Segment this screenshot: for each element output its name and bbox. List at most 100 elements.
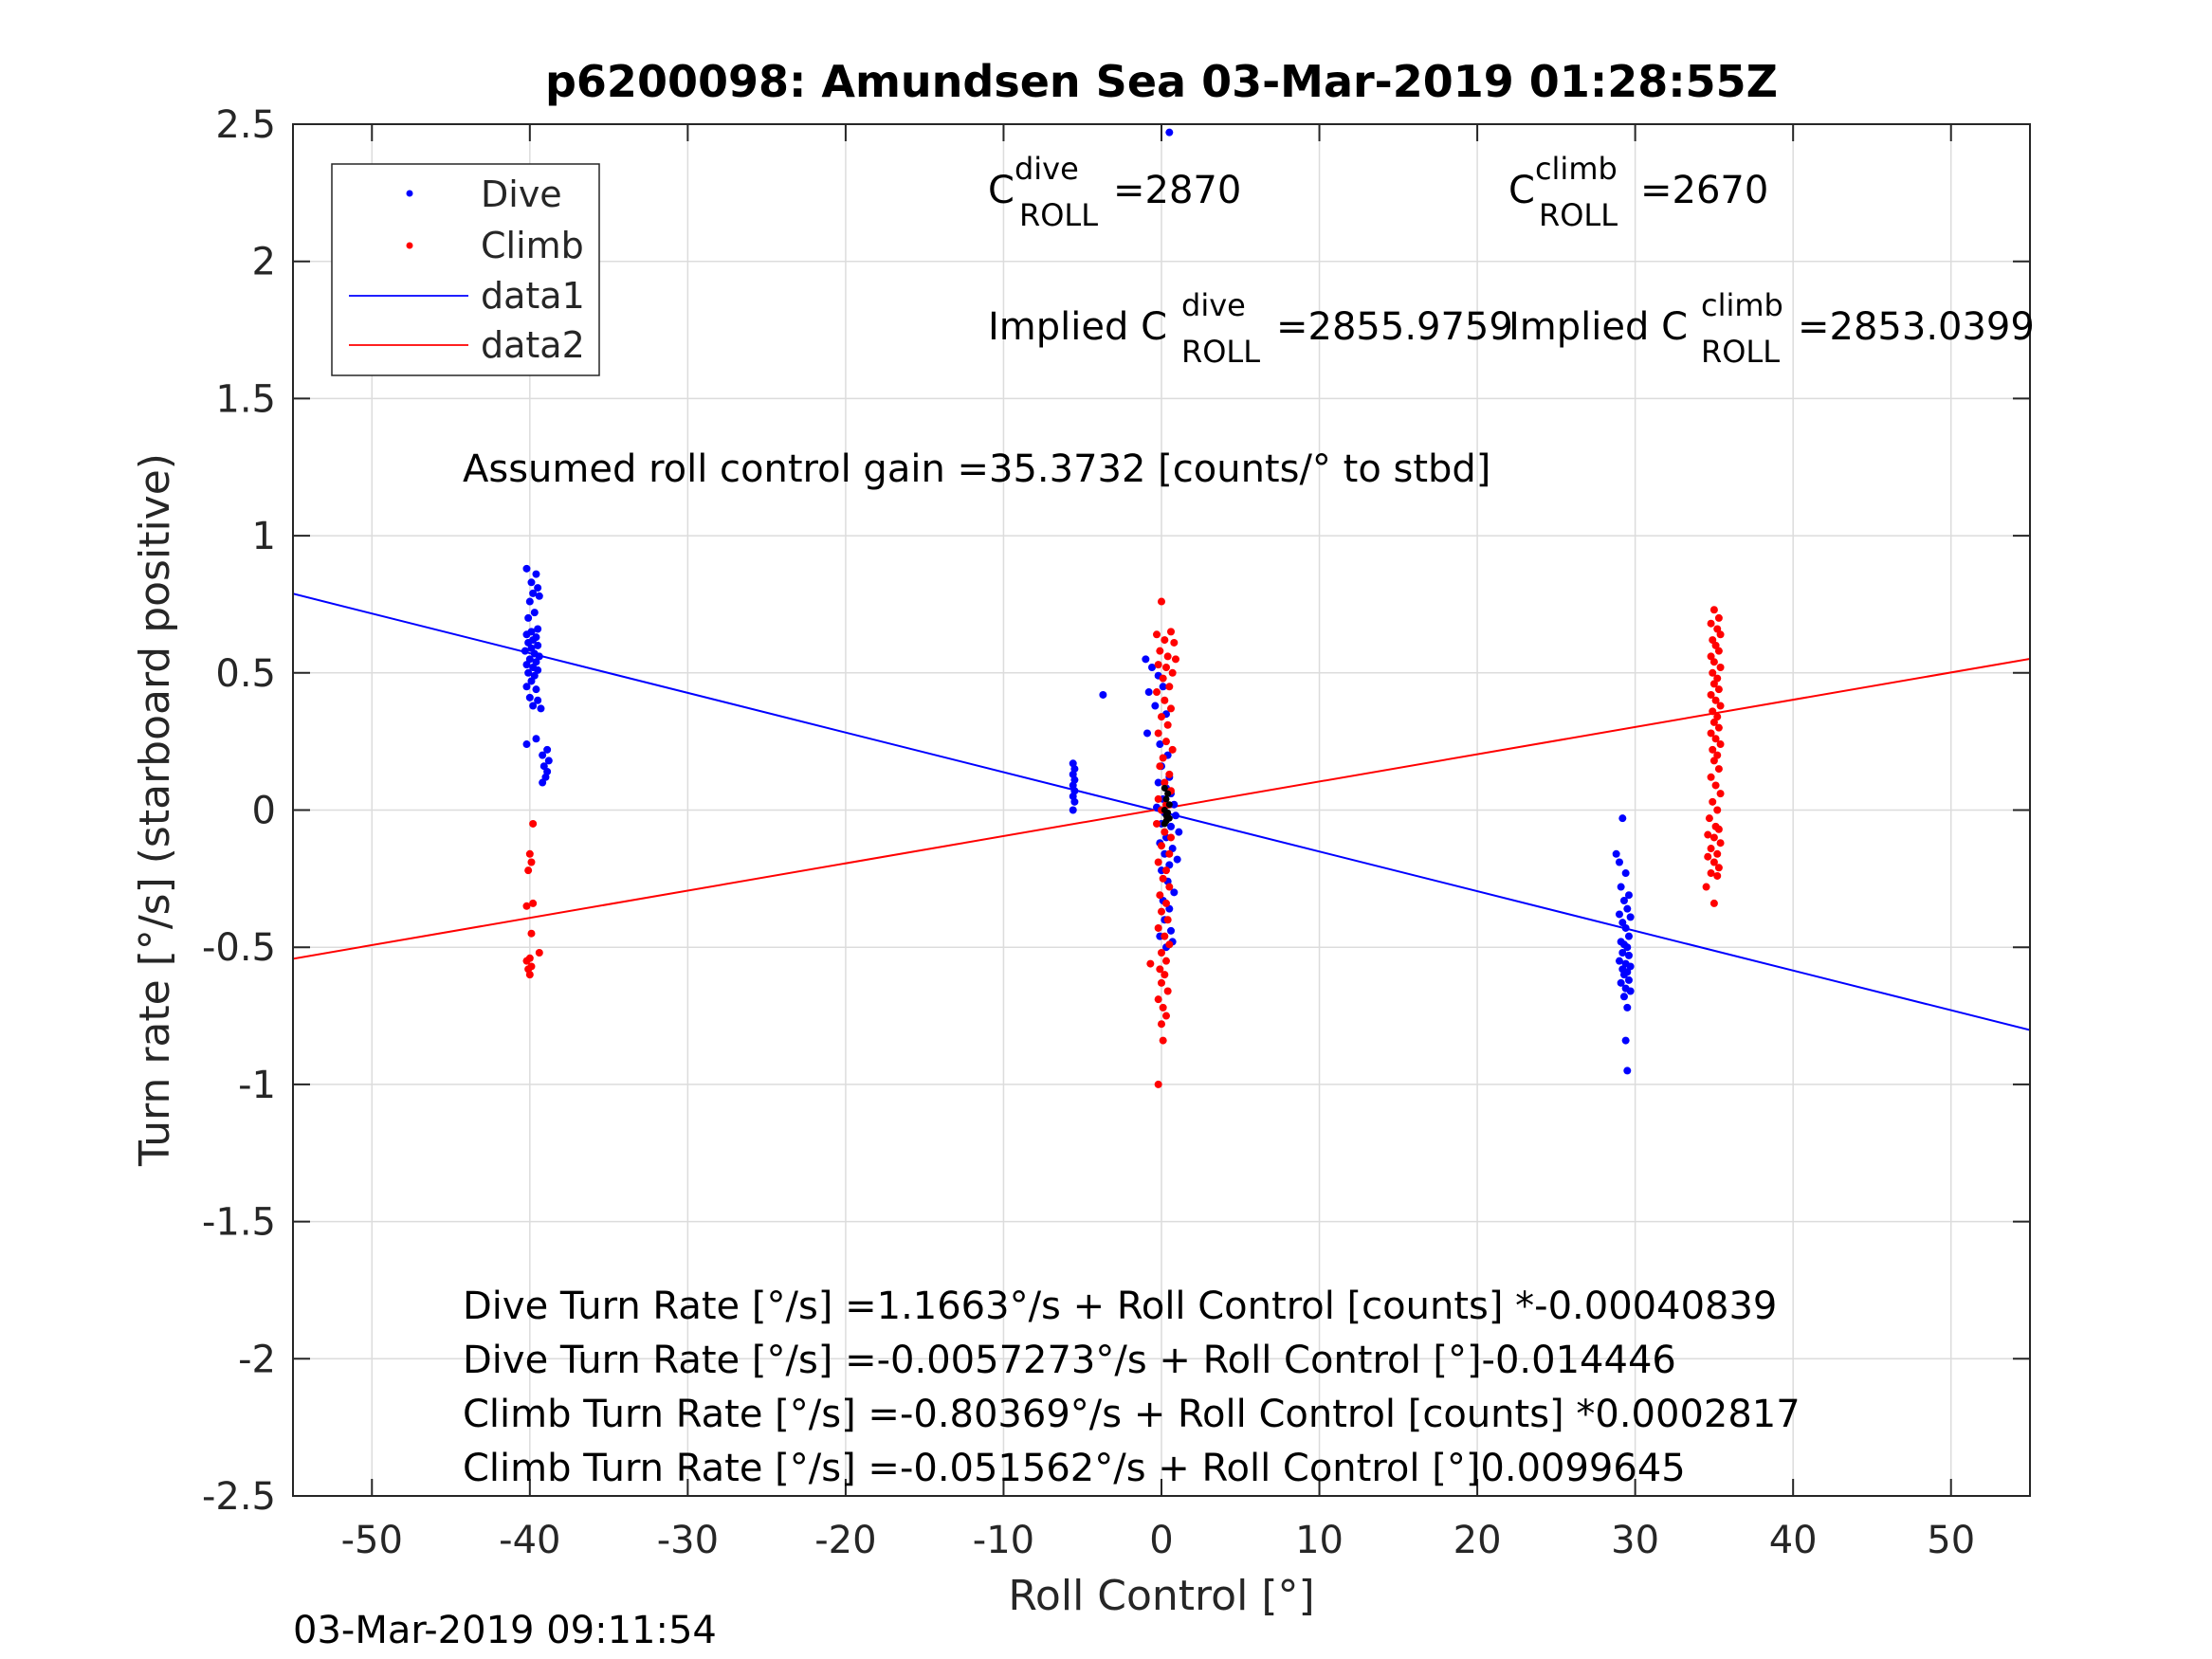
point-dive bbox=[1618, 814, 1627, 823]
legend-climb-marker bbox=[406, 242, 413, 249]
point-climb bbox=[1158, 978, 1165, 987]
point-climb bbox=[1713, 674, 1722, 683]
c-roll-climb-sup: climb bbox=[1535, 151, 1618, 187]
point-dive bbox=[1170, 888, 1179, 897]
point-climb bbox=[1709, 636, 1717, 645]
point-climb bbox=[1709, 899, 1718, 907]
point-climb bbox=[1159, 674, 1167, 683]
point-climb bbox=[1711, 696, 1720, 704]
x-axis-label: Roll Control [°] bbox=[1008, 1572, 1314, 1620]
point-climb bbox=[1707, 773, 1715, 781]
point-climb bbox=[1154, 858, 1162, 866]
point-climb bbox=[1158, 907, 1165, 916]
y-tick-label: -0.5 bbox=[202, 926, 276, 970]
point-climb bbox=[1161, 636, 1169, 645]
point-climb bbox=[1713, 751, 1722, 759]
point-dive bbox=[1143, 729, 1152, 738]
x-tick-label: 50 bbox=[1927, 1519, 1975, 1562]
point-climb bbox=[522, 902, 531, 910]
point-dive bbox=[1624, 975, 1633, 984]
point-climb bbox=[1161, 971, 1169, 979]
point-climb bbox=[1159, 874, 1167, 883]
point-climb bbox=[1714, 723, 1723, 732]
x-tick-label: 20 bbox=[1453, 1519, 1502, 1562]
point-dive bbox=[525, 693, 534, 702]
point-dive bbox=[534, 665, 542, 674]
point-dive bbox=[1624, 932, 1633, 940]
y-tick-label: -2 bbox=[238, 1338, 276, 1381]
point-dive bbox=[1170, 800, 1179, 809]
point-climb bbox=[1165, 849, 1174, 858]
point-dive bbox=[532, 685, 540, 694]
axis-ticks: -50 -40 -30 -20 -10 0 10 20 30 40 50-2.5-2-1.5-1-0… bbox=[202, 103, 2030, 1562]
implied-c-roll-dive: Implied C dive ROLL =2855.9759 bbox=[988, 287, 1513, 370]
point-climb bbox=[1707, 619, 1715, 628]
point-climb bbox=[1714, 825, 1723, 833]
implied-climb-sup: climb bbox=[1701, 287, 1783, 323]
point-dive bbox=[522, 630, 531, 639]
chart-title: p6200098: Amundsen Sea 03-Mar-2019 01:28… bbox=[545, 56, 1778, 107]
point-climb bbox=[1168, 668, 1177, 677]
point-climb bbox=[1161, 664, 1170, 672]
point-dive bbox=[1151, 702, 1160, 710]
point-dive bbox=[1619, 971, 1628, 979]
point-dive bbox=[1619, 993, 1628, 1001]
y-tick-label: 1.5 bbox=[215, 377, 276, 421]
point-climb bbox=[1158, 713, 1165, 721]
point-dive bbox=[1156, 740, 1164, 749]
point-climb bbox=[1153, 688, 1161, 697]
x-tick-label: 10 bbox=[1295, 1519, 1344, 1562]
point-climb bbox=[1716, 664, 1725, 672]
point-dive bbox=[1612, 849, 1620, 858]
legend-climb-label: Climb bbox=[481, 225, 584, 266]
point-climb bbox=[1161, 778, 1169, 787]
c-roll-dive-base: C bbox=[988, 169, 1015, 212]
point-dive bbox=[529, 589, 538, 597]
point-dive bbox=[522, 740, 531, 749]
implied-dive-prefix: Implied C bbox=[988, 305, 1167, 349]
y-tick-label: -1.5 bbox=[202, 1201, 276, 1245]
point-dive bbox=[544, 757, 553, 765]
point-climb bbox=[1165, 883, 1174, 891]
point-climb bbox=[1156, 762, 1164, 771]
point-climb bbox=[1716, 839, 1725, 848]
dive-equation-degrees: Dive Turn Rate [°/s] =-0.0057273°/s + Ro… bbox=[463, 1339, 1676, 1382]
legend: Dive Climb data1 data2 bbox=[331, 163, 600, 376]
point-center-marker bbox=[1162, 795, 1170, 803]
point-climb bbox=[1161, 957, 1170, 965]
point-climb bbox=[1161, 1012, 1170, 1020]
point-dive bbox=[525, 597, 534, 606]
point-climb bbox=[1711, 641, 1720, 649]
point-climb bbox=[1713, 806, 1722, 814]
point-climb bbox=[1716, 702, 1725, 710]
point-dive bbox=[1148, 664, 1157, 672]
implied-dive-value: =2855.9759 bbox=[1276, 305, 1513, 349]
point-climb bbox=[1154, 729, 1162, 738]
point-dive bbox=[1175, 828, 1183, 836]
point-climb bbox=[1158, 842, 1165, 850]
point-climb bbox=[1154, 995, 1162, 1004]
point-dive bbox=[535, 592, 543, 600]
legend-box bbox=[331, 163, 600, 376]
point-climb bbox=[1158, 1020, 1165, 1029]
point-dive bbox=[1166, 926, 1175, 935]
point-climb bbox=[1163, 916, 1172, 924]
legend-dive-marker bbox=[406, 190, 413, 197]
legend-dive-label: Dive bbox=[481, 173, 562, 215]
point-climb bbox=[535, 948, 543, 957]
point-dive bbox=[530, 609, 539, 617]
x-tick-label: -30 bbox=[657, 1519, 719, 1562]
point-climb bbox=[529, 819, 538, 828]
point-dive bbox=[522, 661, 531, 669]
point-climb bbox=[1161, 866, 1170, 875]
c-roll-climb-base: C bbox=[1508, 169, 1535, 212]
point-dive bbox=[1165, 904, 1174, 913]
point-dive bbox=[532, 735, 540, 743]
scatter-points bbox=[521, 128, 1725, 1088]
point-climb bbox=[1716, 740, 1725, 749]
point-dive bbox=[534, 696, 542, 704]
point-dive bbox=[522, 564, 531, 573]
c-roll-dive-sub: ROLL bbox=[1019, 197, 1098, 233]
point-climb bbox=[1168, 745, 1177, 754]
